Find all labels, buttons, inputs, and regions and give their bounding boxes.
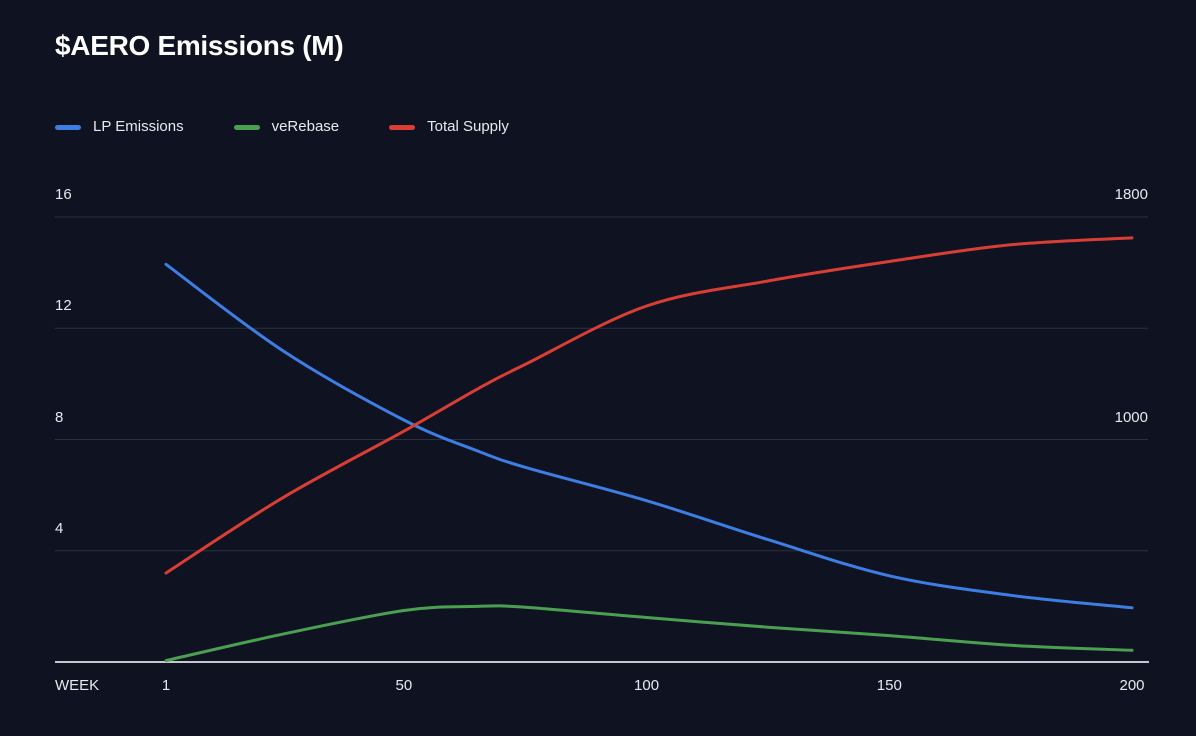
legend-item-total-supply[interactable]: Total Supply <box>389 117 509 137</box>
chart-title: $AERO Emissions (M) <box>55 30 344 61</box>
verebase-swatch-icon <box>233 124 260 130</box>
y-axis-tick-right-1000: 1000 <box>1114 408 1148 426</box>
x-axis-tick-150: 150 <box>876 677 902 694</box>
y-axis-tick-left-12: 12 <box>55 297 72 315</box>
chart-legend: LP Emissions veRebase Total Supply <box>55 117 509 137</box>
x-axis-tick-200: 200 <box>1119 677 1145 694</box>
y-axis-tick-left-8: 8 <box>55 408 64 426</box>
y-axis-tick-right-1800: 1800 <box>1114 186 1148 203</box>
y-axis-tick-left-16: 16 <box>55 186 72 203</box>
x-axis-tick-50: 50 <box>395 677 413 694</box>
legend-item-verebase[interactable]: veRebase <box>233 117 340 137</box>
x-axis-label: WEEK <box>55 677 100 694</box>
y-axis-tick-left-4: 4 <box>55 519 64 537</box>
legend-label-lp-emissions: LP Emissions <box>93 118 184 135</box>
lp-emissions-swatch-icon <box>55 124 81 130</box>
x-axis-tick-1: 1 <box>161 677 171 694</box>
verebase-line <box>164 604 1134 663</box>
legend-label-total-supply: Total Supply <box>427 118 509 135</box>
x-axis-tick-100: 100 <box>634 677 660 694</box>
legend-label-verebase: veRebase <box>271 118 340 135</box>
total-supply-line <box>164 236 1134 575</box>
total-supply-swatch-icon <box>389 124 416 130</box>
lp-emissions-line <box>164 262 1134 610</box>
legend-item-lp-emissions[interactable]: LP Emissions <box>55 117 184 137</box>
